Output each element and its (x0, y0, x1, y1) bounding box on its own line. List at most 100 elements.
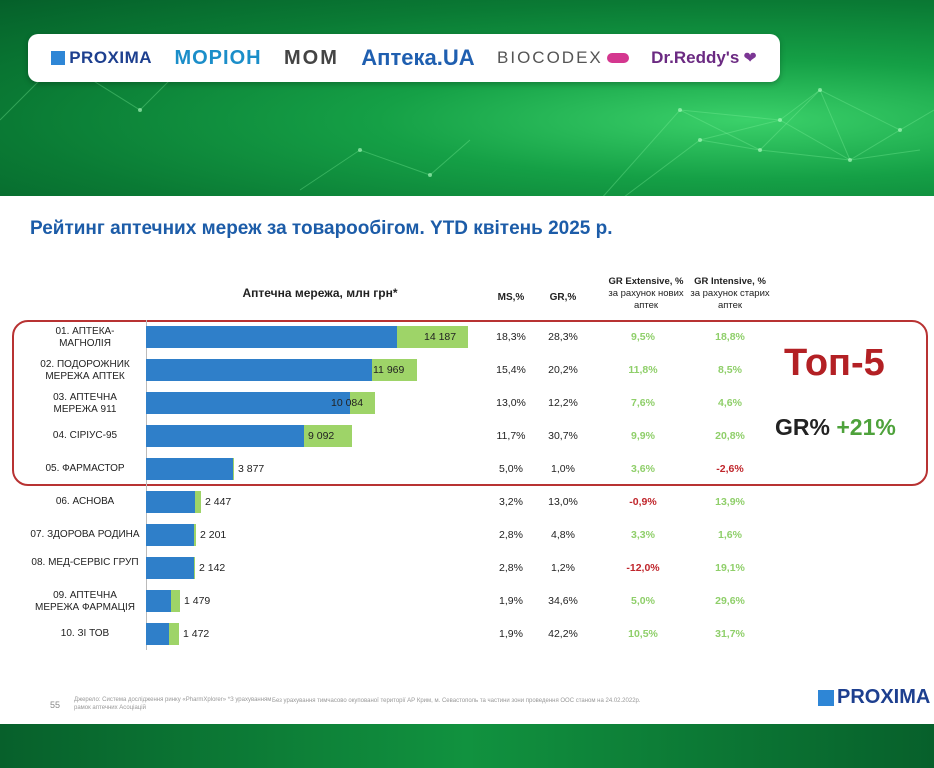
cell-gr: 13,0% (548, 496, 578, 508)
bar-value-label: 10 084 (331, 397, 364, 409)
morion-logo: МОРІОН (174, 46, 262, 69)
header-gr-extensive: GR Extensive, % за рахунок нових аптек (600, 276, 692, 312)
header-chain: Аптечна мережа, млн грн* (242, 286, 398, 300)
cell-ms: 2,8% (499, 529, 523, 541)
cell-gr-intensive: 4,6% (718, 397, 742, 409)
top5-title: Топ-5 (784, 342, 885, 384)
row-label: 02. ПОДОРОЖНИК МЕРЕЖА АПТЕК (40, 359, 130, 382)
bar-prev (146, 359, 372, 381)
sponsor-bar: PROXIMA МОРІОН МОМ Аптека.UA BIOCODEX Dr… (28, 34, 780, 82)
bar-prev (146, 557, 194, 579)
cell-gr: 4,8% (551, 529, 575, 541)
cell-gr: 28,3% (548, 331, 578, 343)
bar-prev (146, 623, 169, 645)
bar-growth (397, 326, 468, 348)
cell-gr: 42,2% (548, 628, 578, 640)
row-label: 05. ФАРМАСТОР (45, 463, 125, 474)
top5-gr-label: GR% (775, 414, 830, 440)
biocodex-pill-icon (606, 53, 629, 63)
cell-gr-extensive: 11,8% (628, 364, 658, 376)
proxima-logo: PROXIMA (51, 48, 152, 68)
cell-gr-extensive: 10,5% (628, 628, 658, 640)
top5-highlight-box (12, 320, 928, 486)
bar-value-label: 1 472 (183, 628, 210, 640)
cell-gr-intensive: 29,6% (715, 595, 745, 607)
header-ext-title: GR Extensive, % (608, 276, 684, 287)
cell-ms: 18,3% (496, 331, 526, 343)
header-int-sub: за рахунок старих аптек (690, 288, 770, 311)
header-gr-intensive: GR Intensive, % за рахунок старих аптек (690, 276, 770, 312)
cell-gr-extensive: 9,5% (631, 331, 655, 343)
cell-gr-intensive: 31,7% (715, 628, 745, 640)
bar-growth (171, 590, 180, 612)
bar-value-label: 2 447 (205, 496, 232, 508)
header-background (0, 0, 934, 200)
cell-gr-extensive: -12,0% (626, 562, 660, 574)
header-ms: MS,% (497, 292, 525, 303)
bar-prev (146, 392, 350, 414)
bar-prev (146, 590, 171, 612)
bar-value-label: 14 187 (424, 331, 457, 343)
row-label: 08. МЕД-СЕРВІС ГРУП (31, 557, 139, 568)
header-ext-sub: за рахунок нових аптек (608, 288, 684, 311)
page-title: Рейтинг аптечних мереж за товарообігом. … (30, 218, 613, 239)
cell-gr-intensive: 13,9% (715, 496, 745, 508)
cell-ms: 11,7% (496, 430, 526, 442)
bar-prev (146, 524, 194, 546)
bottom-band (0, 724, 934, 768)
cell-ms: 1,9% (499, 595, 523, 607)
row-label: 07. ЗДОРОВА РОДИНА (30, 529, 140, 540)
footer-note: Без урахування тимчасово окупованої тери… (272, 698, 641, 704)
page-number: 55 (50, 700, 61, 710)
bar-growth (372, 359, 417, 381)
cell-ms: 5,0% (499, 463, 523, 475)
cell-gr-extensive: 5,0% (631, 595, 655, 607)
cell-gr-extensive: 7,6% (631, 397, 655, 409)
cell-ms: 13,0% (496, 397, 526, 409)
bar-value-label: 1 479 (184, 595, 211, 607)
cell-gr-extensive: 3,3% (631, 529, 655, 541)
row-label: 09. АПТЕЧНА МЕРЕЖА ФАРМАЦІЯ (34, 590, 136, 613)
footer-source: Джерело: Система дослідження ринку «Phar… (74, 697, 272, 711)
bar-value-label: 11 969 (373, 364, 405, 376)
bar-prev (146, 425, 304, 447)
slide: Рейтинг аптечних мереж за товарообігом. … (0, 196, 934, 724)
cell-ms: 2,8% (499, 562, 523, 574)
bar-prev (146, 326, 397, 348)
cell-gr-extensive: -0,9% (629, 496, 657, 508)
cell-ms: 1,9% (499, 628, 523, 640)
bar-prev (146, 458, 233, 480)
cell-gr: 34,6% (548, 595, 578, 607)
proxima-square-icon (51, 51, 66, 65)
cell-gr-intensive: 1,6% (718, 529, 742, 541)
bar-value-label: 2 142 (199, 562, 226, 574)
cell-gr-intensive: 8,5% (718, 364, 742, 376)
cell-ms: 15,4% (496, 364, 526, 376)
dr-reddys-logo: Dr.Reddy's ❤ (651, 48, 757, 67)
cell-gr-intensive: 19,1% (715, 562, 745, 574)
bar-growth (233, 458, 234, 480)
bar-value-label: 9 092 (308, 430, 335, 442)
cell-gr-intensive: -2,6% (716, 463, 744, 475)
bar-value-label: 2 201 (200, 529, 227, 541)
cell-gr: 1,0% (551, 463, 575, 475)
footer-proxima-square-icon (818, 689, 834, 706)
row-label: 03. АПТЕЧНА МЕРЕЖА 911 (53, 392, 117, 415)
top5-gr-value: +21% (836, 414, 896, 440)
bar-prev (146, 491, 195, 513)
bar-growth (350, 392, 375, 414)
top5-gr: GR% +21% (775, 414, 896, 441)
cell-gr: 12,2% (548, 397, 578, 409)
bar-growth (169, 623, 179, 645)
cell-gr-intensive: 20,8% (715, 430, 745, 442)
bar-growth (194, 557, 195, 579)
header-gr: GR,% (549, 292, 577, 303)
bar-growth (195, 491, 201, 513)
network-graphic (0, 39, 934, 200)
row-label: 06. АСНОВА (55, 496, 115, 507)
biocodex-logo: BIOCODEX (497, 48, 629, 68)
cell-gr-extensive: 3,6% (631, 463, 655, 475)
cell-gr-extensive: 9,9% (631, 430, 655, 442)
footer-proxima-logo: PROXIMA (818, 686, 930, 709)
apteka-ua-logo: Аптека.UA (361, 45, 475, 70)
